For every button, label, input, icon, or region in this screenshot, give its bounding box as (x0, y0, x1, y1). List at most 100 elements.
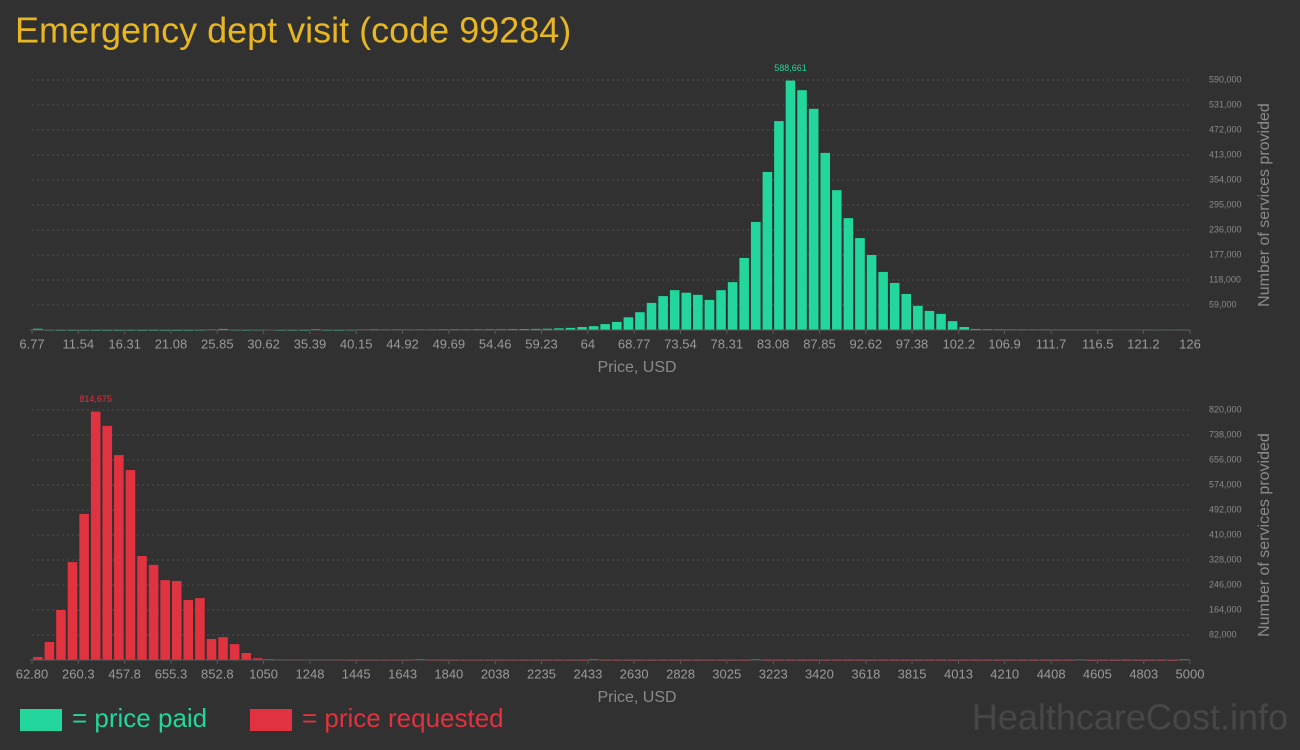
bar (148, 564, 159, 660)
x-tick-label: 4210 (990, 666, 1019, 681)
y-tick-label: 738,000 (1209, 429, 1242, 439)
x-tick-label: 2630 (620, 666, 649, 681)
x-tick-label: 1643 (388, 666, 417, 681)
bar (33, 656, 43, 660)
bar (600, 324, 610, 330)
bar (843, 218, 854, 330)
x-tick-label: 2433 (573, 666, 602, 681)
bar (90, 411, 101, 660)
x-tick-label: 852.8 (201, 666, 234, 681)
bar (218, 328, 228, 330)
bar (750, 221, 761, 330)
x-tick-label: 73.54 (664, 336, 697, 351)
bar (56, 610, 66, 660)
bar (611, 321, 622, 330)
bar (588, 658, 599, 660)
bar (195, 598, 205, 660)
y-tick-label: 656,000 (1209, 454, 1242, 464)
x-tick-label: 87.85 (803, 336, 836, 351)
bar (137, 556, 147, 660)
y-tick-label: 574,000 (1209, 479, 1242, 489)
bar (519, 328, 529, 330)
y-tick-label: 328,000 (1209, 554, 1242, 564)
x-tick-label: 49.69 (433, 336, 466, 351)
bar (716, 290, 726, 330)
bar (762, 171, 773, 330)
legend-swatch (20, 709, 62, 731)
bar (160, 580, 170, 660)
y-axis-title: Number of services provided (1256, 433, 1273, 637)
x-tick-label: 102.2 (943, 336, 976, 351)
x-tick-label: 54.46 (479, 336, 512, 351)
y-tick-label: 531,000 (1209, 99, 1242, 109)
x-tick-label: 6.77 (19, 336, 44, 351)
x-tick-label: 111.7 (1036, 336, 1067, 351)
y-tick-label: 236,000 (1209, 224, 1242, 234)
x-tick-label: 1248 (296, 666, 325, 681)
x-tick-label: 5000 (1176, 666, 1205, 681)
bar (774, 121, 784, 331)
bar (947, 321, 958, 330)
x-tick-label: 78.31 (711, 336, 744, 351)
bar (693, 294, 703, 330)
x-tick-label: 116.5 (1082, 336, 1114, 351)
bar (530, 328, 541, 330)
x-tick-label: 16.31 (108, 336, 141, 351)
x-tick-label: 83.08 (757, 336, 790, 351)
y-tick-label: 82,000 (1209, 629, 1237, 639)
bar (901, 293, 912, 330)
bar (646, 302, 657, 330)
y-tick-label: 59,000 (1209, 299, 1237, 309)
legend-label: = price requested (302, 703, 504, 733)
bar (171, 581, 182, 660)
x-tick-label: 4803 (1129, 666, 1158, 681)
x-tick-label: 64 (581, 336, 595, 351)
x-tick-label: 30.62 (247, 336, 280, 351)
x-tick-label: 1840 (434, 666, 463, 681)
bar (971, 328, 981, 330)
bar (33, 328, 43, 330)
y-axis-title: Number of services provided (1256, 103, 1273, 307)
bar (79, 513, 89, 660)
x-tick-label: 68.77 (618, 336, 651, 351)
bar (241, 652, 252, 660)
bar (878, 271, 888, 330)
bar (125, 470, 136, 660)
y-tick-label: 492,000 (1209, 504, 1242, 514)
y-tick-label: 410,000 (1209, 529, 1242, 539)
x-tick-label: 92.62 (850, 336, 883, 351)
x-tick-label: 62.80 (16, 666, 49, 681)
x-tick-label: 25.85 (201, 336, 234, 351)
bar (577, 327, 587, 330)
x-tick-label: 35.39 (294, 336, 327, 351)
legend-label: = price paid (72, 703, 207, 733)
x-tick-label: 4408 (1037, 666, 1066, 681)
x-tick-label: 21.08 (155, 336, 188, 351)
bar (704, 299, 715, 330)
x-tick-label: 3420 (805, 666, 834, 681)
bar (681, 292, 692, 330)
y-tick-label: 177,000 (1209, 249, 1242, 259)
y-tick-label: 413,000 (1209, 149, 1242, 159)
bar (183, 599, 194, 660)
bar (635, 312, 645, 330)
bar (114, 455, 124, 660)
data-label: 814,675 (79, 394, 112, 404)
page-title: Emergency dept visit (code 99284) (15, 10, 571, 51)
bar (206, 638, 217, 660)
bar (797, 90, 807, 330)
bar (229, 644, 240, 660)
bar (785, 80, 796, 330)
bar (658, 296, 668, 330)
bar (554, 328, 564, 330)
x-tick-label: 3815 (898, 666, 927, 681)
bar (913, 305, 923, 330)
x-tick-label: 1050 (249, 666, 278, 681)
y-tick-label: 472,000 (1209, 124, 1242, 134)
y-tick-label: 118,000 (1209, 274, 1241, 284)
bar (102, 425, 113, 660)
bar (44, 642, 55, 660)
bar (924, 310, 935, 330)
bar (727, 282, 738, 330)
